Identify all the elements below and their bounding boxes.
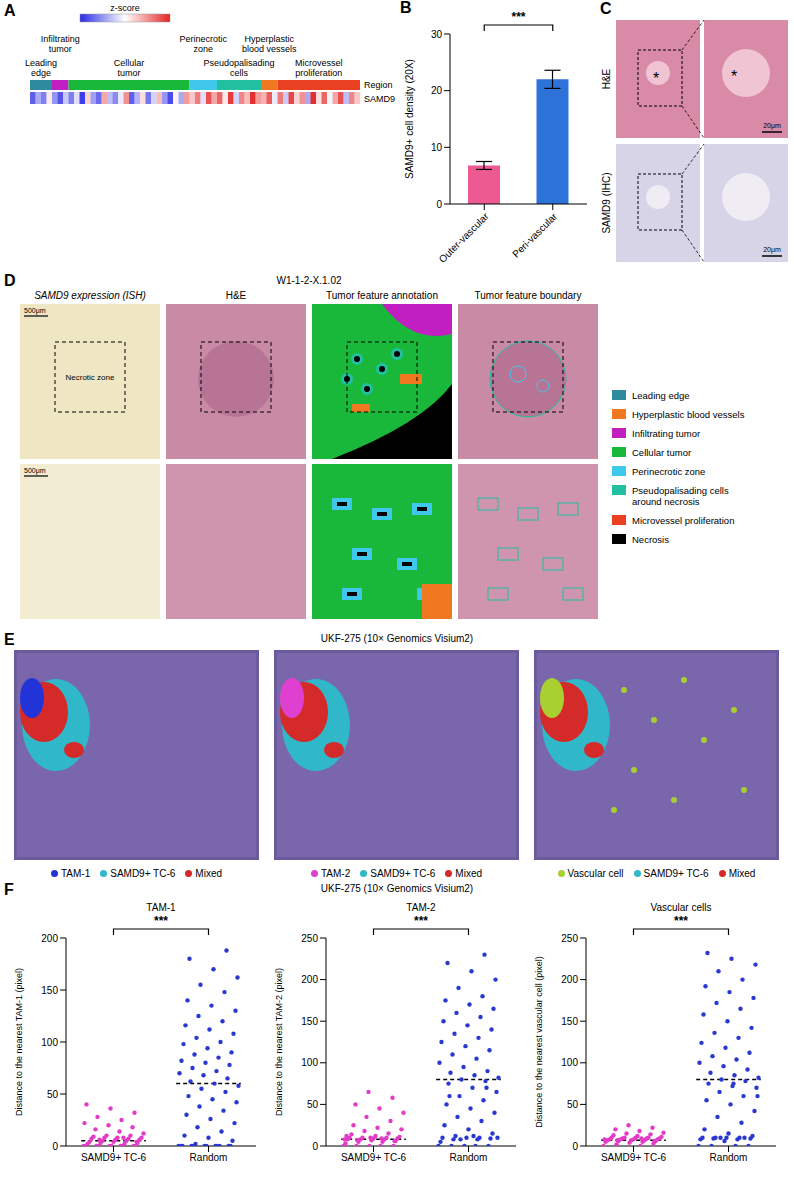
svg-text:SAMD9+ cell density (20X): SAMD9+ cell density (20X) xyxy=(404,59,415,179)
svg-text:***: *** xyxy=(511,10,525,24)
svg-text:SAMD9 (IHC): SAMD9 (IHC) xyxy=(601,172,612,233)
svg-text:***: *** xyxy=(414,914,428,928)
svg-text:TAM-1: TAM-1 xyxy=(146,902,176,913)
html-text:B: B xyxy=(400,0,412,16)
svg-text:Necrosis: Necrosis xyxy=(632,534,669,545)
svg-text:tumor: tumor xyxy=(49,44,72,54)
svg-text:Pseudopalisading: Pseudopalisading xyxy=(203,58,274,68)
html-text:SAMD9+ TC-6: SAMD9+ TC-6 xyxy=(110,868,176,879)
svg-text:A: A xyxy=(4,2,16,19)
svg-text:zone: zone xyxy=(193,44,213,54)
svg-text:100: 100 xyxy=(41,1037,58,1048)
svg-text:500μm: 500μm xyxy=(24,467,46,475)
svg-text:around necrosis: around necrosis xyxy=(632,496,700,507)
svg-text:20μm: 20μm xyxy=(763,246,781,254)
svg-text:Distance to the nearest TAM-1: Distance to the nearest TAM-1 (pixel) xyxy=(14,968,24,1116)
svg-text:150: 150 xyxy=(41,985,58,996)
svg-text:edge: edge xyxy=(31,68,51,78)
svg-text:Infiltrating tumor: Infiltrating tumor xyxy=(632,428,700,439)
svg-text:100: 100 xyxy=(301,1057,318,1068)
svg-text:Cellular tumor: Cellular tumor xyxy=(632,447,691,458)
svg-text:0: 0 xyxy=(52,1141,58,1152)
svg-text:SAMD9+ TC-6: SAMD9+ TC-6 xyxy=(601,1152,667,1163)
svg-text:250: 250 xyxy=(561,933,578,944)
html-text:SAMD9+ TC-6: SAMD9+ TC-6 xyxy=(370,868,436,879)
svg-text:Infiltrating: Infiltrating xyxy=(41,34,80,44)
svg-text:Pseudopalisading cells: Pseudopalisading cells xyxy=(632,485,729,496)
svg-text:Hyperplastic blood vessels: Hyperplastic blood vessels xyxy=(632,409,745,420)
svg-text:SAMD9: SAMD9 xyxy=(364,94,395,104)
svg-text:Peri-vascular: Peri-vascular xyxy=(510,210,560,260)
svg-text:tumor: tumor xyxy=(117,68,140,78)
svg-text:50: 50 xyxy=(47,1089,59,1100)
svg-text:0: 0 xyxy=(572,1141,578,1152)
svg-text:200: 200 xyxy=(561,974,578,985)
html-text:SAMD9+ TC-6: SAMD9+ TC-6 xyxy=(643,868,709,879)
svg-text:TAM-2: TAM-2 xyxy=(406,902,436,913)
svg-text:100: 100 xyxy=(561,1057,578,1068)
svg-text:cells: cells xyxy=(230,68,249,78)
svg-text:0: 0 xyxy=(312,1141,318,1152)
svg-text:W1-1-2-X.1.02: W1-1-2-X.1.02 xyxy=(276,275,341,286)
html-text:Vascular cell: Vascular cell xyxy=(567,868,624,879)
svg-text:Microvessel proliferation: Microvessel proliferation xyxy=(632,515,734,526)
html-text:Mixed: Mixed xyxy=(728,868,756,879)
svg-text:Region: Region xyxy=(364,80,393,90)
svg-text:D: D xyxy=(4,272,16,289)
svg-text:Random: Random xyxy=(190,1152,228,1163)
svg-text:z-score: z-score xyxy=(110,3,140,13)
svg-text:H&E: H&E xyxy=(601,68,612,89)
svg-text:Microvessel: Microvessel xyxy=(295,58,343,68)
svg-text:0: 0 xyxy=(436,199,442,210)
svg-text:150: 150 xyxy=(561,1016,578,1027)
html-text:Mixed: Mixed xyxy=(195,868,222,879)
svg-text:10: 10 xyxy=(431,142,443,153)
svg-text:*: * xyxy=(653,70,659,87)
svg-text:Random: Random xyxy=(710,1152,748,1163)
svg-text:Distance to the nearest TAM-2: Distance to the nearest TAM-2 (pixel) xyxy=(274,968,284,1116)
svg-text:50: 50 xyxy=(567,1099,579,1110)
svg-text:H&E: H&E xyxy=(226,290,247,301)
svg-text:200: 200 xyxy=(41,933,58,944)
svg-text:blood vessels: blood vessels xyxy=(242,44,297,54)
svg-text:20μm: 20μm xyxy=(763,122,781,130)
html-text:TAM-2: TAM-2 xyxy=(321,868,351,879)
svg-text:Outer-vascular: Outer-vascular xyxy=(437,210,492,265)
svg-text:Tumor feature annotation: Tumor feature annotation xyxy=(326,290,438,301)
svg-text:***: *** xyxy=(674,914,688,928)
svg-text:50: 50 xyxy=(307,1099,319,1110)
svg-text:200: 200 xyxy=(301,974,318,985)
svg-text:*: * xyxy=(731,68,737,85)
html-text:E: E xyxy=(4,631,15,648)
svg-text:Necrotic zone: Necrotic zone xyxy=(66,373,115,382)
svg-text:Cellular: Cellular xyxy=(114,58,145,68)
svg-text:Random: Random xyxy=(450,1152,488,1163)
svg-text:20: 20 xyxy=(431,85,443,96)
svg-text:Perinecrotic zone: Perinecrotic zone xyxy=(632,466,705,477)
svg-text:150: 150 xyxy=(301,1016,318,1027)
html-text:F: F xyxy=(4,881,14,898)
svg-text:Tumor feature boundary: Tumor feature boundary xyxy=(475,290,582,301)
svg-text:Perinecrotic: Perinecrotic xyxy=(179,34,227,44)
svg-text:Leading edge: Leading edge xyxy=(632,390,690,401)
html-text:Mixed: Mixed xyxy=(455,868,482,879)
svg-text:Hyperplastic: Hyperplastic xyxy=(244,34,294,44)
svg-text:Leading: Leading xyxy=(25,58,57,68)
svg-text:250: 250 xyxy=(301,933,318,944)
svg-text:SAMD9+ TC-6: SAMD9+ TC-6 xyxy=(341,1152,407,1163)
svg-text:C: C xyxy=(600,0,612,17)
svg-text:SAMD9 expression (ISH): SAMD9 expression (ISH) xyxy=(34,290,146,301)
svg-text:500μm: 500μm xyxy=(24,307,46,315)
svg-text:***: *** xyxy=(154,914,168,928)
svg-text:SAMD9+ TC-6: SAMD9+ TC-6 xyxy=(81,1152,147,1163)
html-text:UKF-275 (10× Genomics Visium2): UKF-275 (10× Genomics Visium2) xyxy=(320,633,474,644)
svg-text:Vascular cells: Vascular cells xyxy=(651,902,712,913)
html-text:TAM-1: TAM-1 xyxy=(61,868,91,879)
svg-text:30: 30 xyxy=(431,29,443,40)
html-text:UKF-275 (10× Genomics Visium2): UKF-275 (10× Genomics Visium2) xyxy=(320,883,474,894)
svg-text:proliferation: proliferation xyxy=(295,68,342,78)
svg-text:Distance to the nearest vascul: Distance to the nearest vascular cell (p… xyxy=(534,956,544,1128)
